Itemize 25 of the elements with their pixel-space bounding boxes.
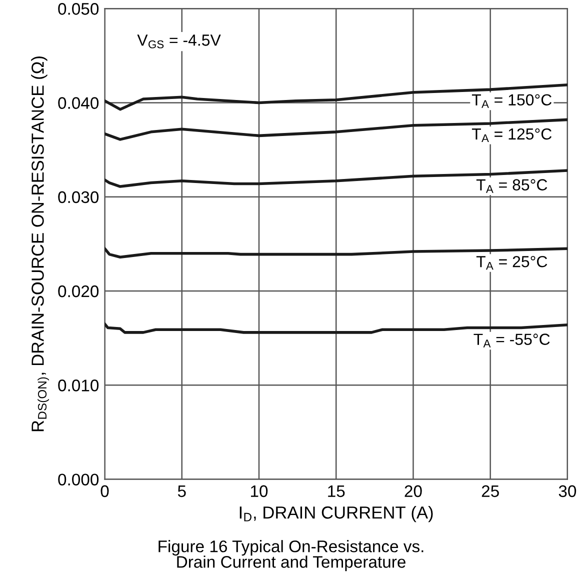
x-tick-label: 25 xyxy=(482,485,499,498)
line-series xyxy=(104,83,568,111)
y-tick-label: 0.010 xyxy=(58,380,99,392)
series-label: T$_{A}$ = 150°C xyxy=(472,94,552,108)
x-tick-label: 10 xyxy=(250,485,268,498)
series-label: T$_{A}$ = 125°C xyxy=(472,128,552,142)
line-series xyxy=(104,322,568,334)
series-label: T$_{A}$ = 25°C xyxy=(476,256,548,270)
line-series xyxy=(104,118,568,141)
annotation: V$_{GS}$ = -4.5V xyxy=(137,34,221,48)
y-tick-label: 0.000 xyxy=(58,474,99,486)
y-tick-label: 0.050 xyxy=(58,3,99,15)
y-tick-label: 0.030 xyxy=(58,191,99,204)
series-label: T$_{A}$ = 85°C xyxy=(476,179,548,193)
y-tick-label: 0.020 xyxy=(58,285,99,298)
x-axis-title: I$_{D}$, DRAIN CURRENT (A) xyxy=(240,506,433,522)
x-tick-label: 20 xyxy=(404,485,422,498)
x-tick-label: 15 xyxy=(328,485,345,498)
x-tick-label: 5 xyxy=(178,485,186,498)
y-tick-label: 0.040 xyxy=(58,97,99,109)
series-label: T$_{A}$ = -55°C xyxy=(474,334,550,348)
x-tick-label: 0 xyxy=(100,485,109,498)
y-axis-title: R$_{DS(ON)}$, DRAIN-SOURCE ON-RESISTANCE (Ω) xyxy=(31,56,49,432)
text: Figure 16 Typical On-Resistance vs. Drain Current and Temperature xyxy=(158,540,424,572)
x-tick-label: 30 xyxy=(558,485,576,498)
